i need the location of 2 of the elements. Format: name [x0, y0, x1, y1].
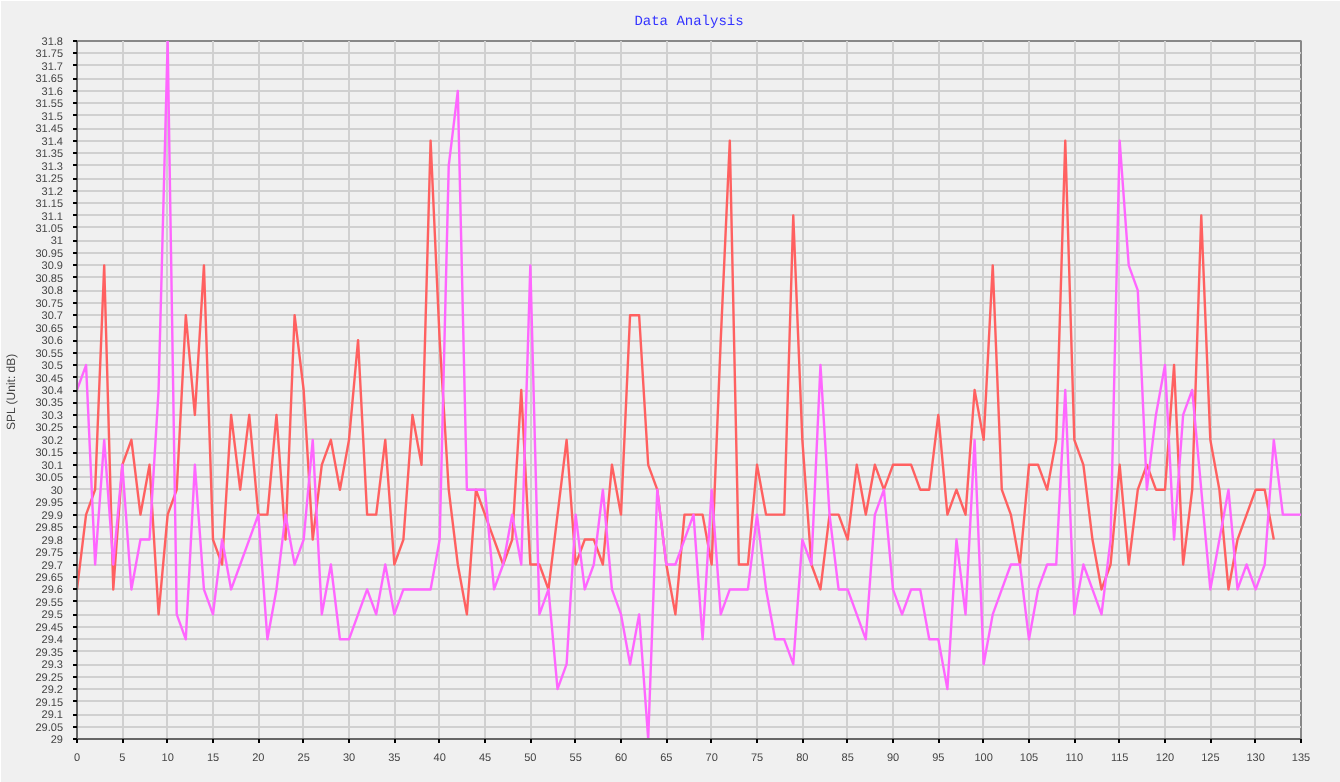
line-series: [77, 41, 1301, 739]
line-series: [77, 139, 1275, 616]
